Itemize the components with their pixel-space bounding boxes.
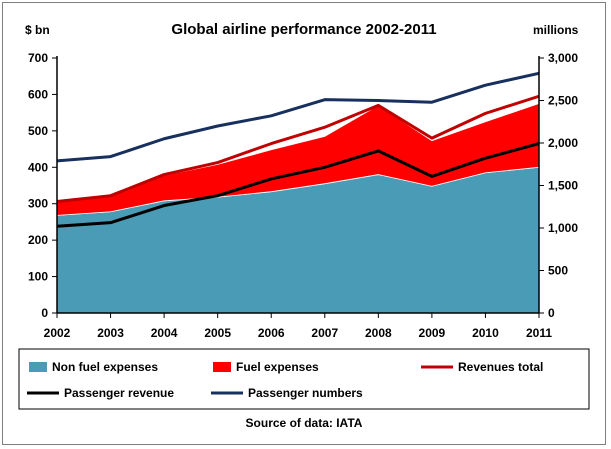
line-passenger-numbers — [56, 71, 540, 163]
y-right-tick-label: 3,000 — [548, 51, 578, 65]
y-right-tick-label: 2,500 — [548, 94, 578, 108]
x-tick-label: 2007 — [311, 326, 338, 340]
x-tick-label: 2008 — [365, 326, 392, 340]
y-axis-left-label: $ bn — [25, 23, 50, 37]
y-left-tick-label: 0 — [41, 306, 48, 320]
x-tick-label: 2010 — [472, 326, 499, 340]
legend-label-passenger-revenue: Passenger revenue — [64, 386, 174, 400]
chart-frame: 0 100 200 300 400 500 600 700 0 500 1,000 1,500 2,00… — [2, 2, 606, 445]
chart-svg: 0 100 200 300 400 500 600 700 0 500 1,000 1,500 2,00… — [18, 21, 590, 430]
y-right-tick-label: 1,000 — [548, 221, 578, 235]
x-tick-label: 2003 — [97, 326, 124, 340]
y-left-tick-label: 700 — [28, 51, 48, 65]
y-left-tick-label: 400 — [28, 160, 48, 174]
x-tick-label: 2011 — [526, 326, 552, 340]
y-right-tick-label: 1,500 — [548, 179, 578, 193]
y-left-tick-label: 300 — [28, 197, 48, 211]
legend-swatch-non-fuel-expenses — [29, 362, 47, 372]
y-left-tick-label: 600 — [28, 87, 48, 101]
y-right-tick-label: 0 — [548, 306, 555, 320]
x-tick-label: 2002 — [44, 326, 71, 340]
line-passenger-revenue — [56, 142, 540, 228]
y-axis-right-label: millions — [533, 23, 579, 37]
y-right-tick-label: 2,000 — [548, 136, 578, 150]
x-tick-label: 2006 — [258, 326, 285, 340]
legend: Non fuel expenses Fuel expenses Revenues t… — [18, 348, 590, 410]
chart-title: Global airline performance 2002-2011 — [171, 21, 436, 38]
x-tick-label: 2004 — [151, 326, 178, 340]
legend-label-revenues-total: Revenues total — [458, 360, 543, 374]
y-right-tick-label: 500 — [548, 264, 568, 278]
line-revenues-total — [56, 94, 540, 204]
legend-label-non-fuel-expenses: Non fuel expenses — [52, 360, 158, 374]
y-left-tick-label: 100 — [28, 270, 48, 284]
source-note: Source of data: IATA — [246, 416, 363, 430]
x-tick-label: 2009 — [419, 326, 446, 340]
x-tick-label: 2005 — [204, 326, 231, 340]
y-left-tick-label: 500 — [28, 124, 48, 138]
legend-box — [18, 348, 590, 410]
legend-swatch-fuel-expenses — [213, 362, 231, 372]
legend-label-fuel-expenses: Fuel expenses — [236, 360, 319, 374]
legend-label-passenger-numbers: Passenger numbers — [248, 386, 363, 400]
y-left-tick-label: 200 — [28, 233, 48, 247]
